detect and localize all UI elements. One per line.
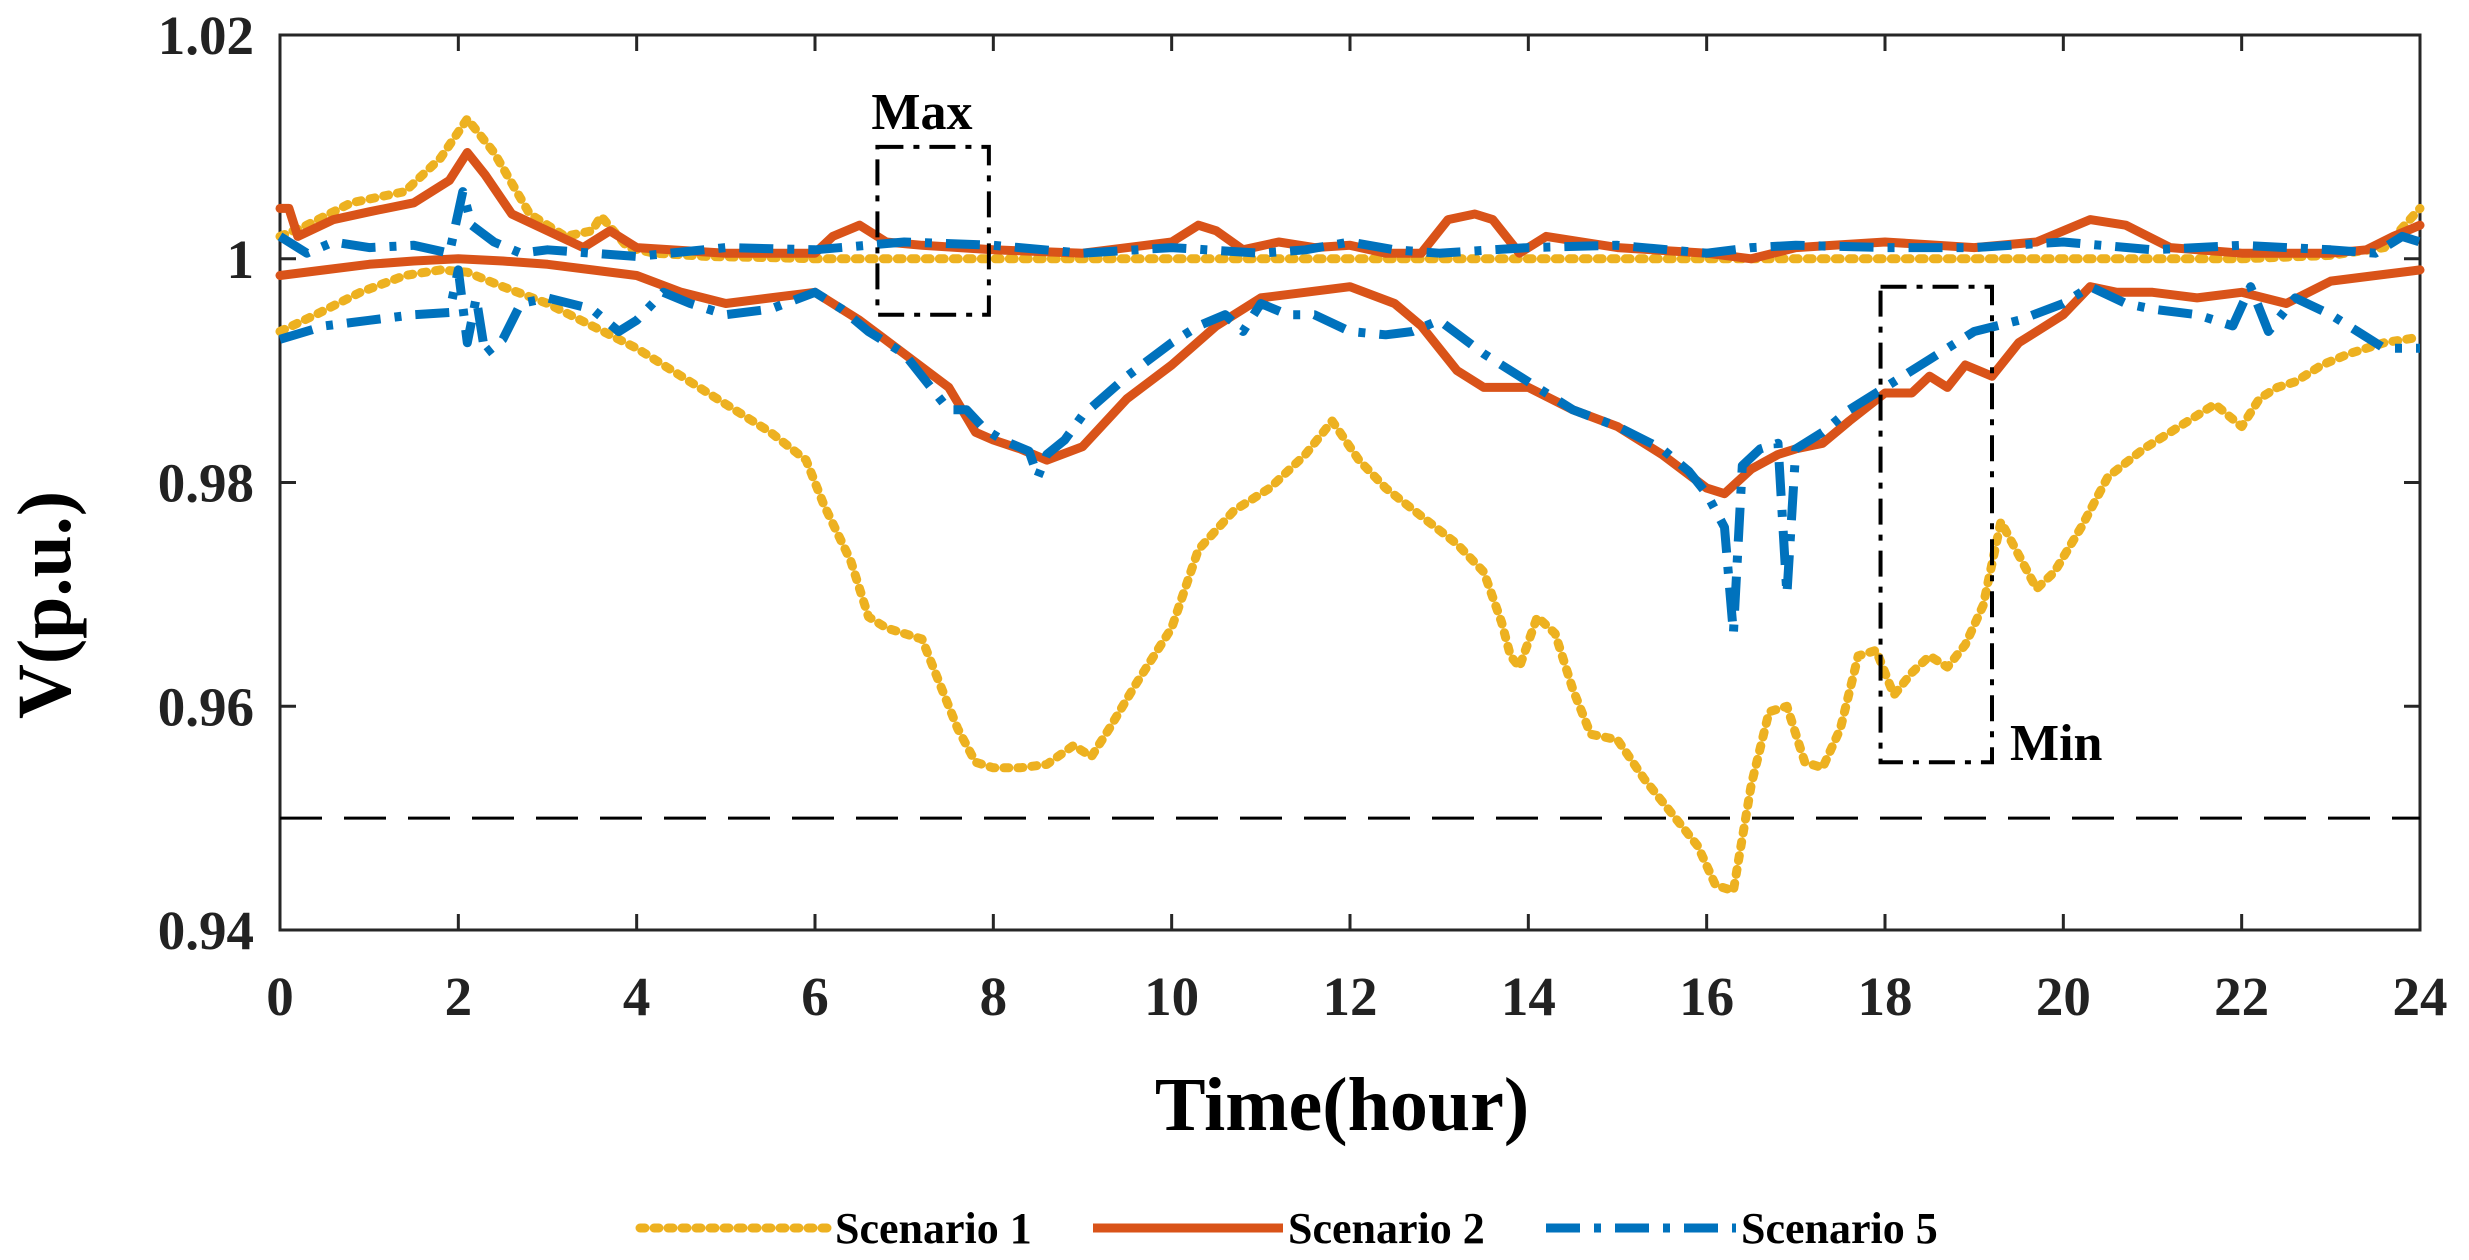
annotation-layer: Max Min	[871, 84, 2102, 772]
x-tick-label: 6	[801, 966, 829, 1027]
series-scenario-5-max-line	[277, 187, 2422, 261]
plot-area	[278, 33, 2422, 932]
plot-frame-layer	[278, 33, 2422, 932]
x-tick-label: 24	[2393, 966, 2448, 1027]
x-tick-label: 22	[2214, 966, 2269, 1027]
x-tick-label: 8	[980, 966, 1008, 1027]
annotation-label-min: Min	[2010, 715, 2103, 772]
y-tick-label: 0.98	[158, 453, 254, 514]
y-tick-label: 1	[227, 229, 255, 290]
x-tick-label: 18	[1858, 966, 1913, 1027]
series-scenario-1-max-line	[275, 114, 2425, 264]
x-tick-label: 16	[1679, 966, 1734, 1027]
series-scenario-2-min-line	[275, 254, 2425, 499]
legend: Scenario 1 Scenario 2 Scenario 5	[635, 1204, 1938, 1253]
legend-label-scenario-2: Scenario 2	[1288, 1204, 1485, 1253]
series-scenario-1-min-line	[275, 265, 2425, 896]
x-tick-label: 10	[1144, 966, 1199, 1027]
x-tick-label: 20	[2036, 966, 2091, 1027]
x-tick-label: 2	[445, 966, 473, 1027]
series-layer	[275, 114, 2425, 896]
y-tick-label: 0.94	[158, 900, 254, 961]
y-tick-label: 0.96	[158, 676, 254, 737]
annotation-label-max: Max	[871, 84, 972, 141]
y-axis-title: V(p.u.)	[3, 491, 87, 719]
x-tick-label: 14	[1501, 966, 1556, 1027]
y-tick-label: 1.02	[158, 5, 254, 66]
legend-label-scenario-1: Scenario 1	[835, 1204, 1032, 1253]
x-tick-label: 12	[1323, 966, 1378, 1027]
series-scenario-5-min-line	[278, 265, 2420, 638]
x-tick-label: 0	[266, 966, 294, 1027]
annotation-box-max	[875, 144, 991, 317]
annotation-box-min	[1878, 284, 1994, 765]
legend-label-scenario-5: Scenario 5	[1741, 1204, 1938, 1253]
x-tick-label: 4	[623, 966, 651, 1027]
x-axis-title: Time(hour)	[1155, 1063, 1529, 1147]
